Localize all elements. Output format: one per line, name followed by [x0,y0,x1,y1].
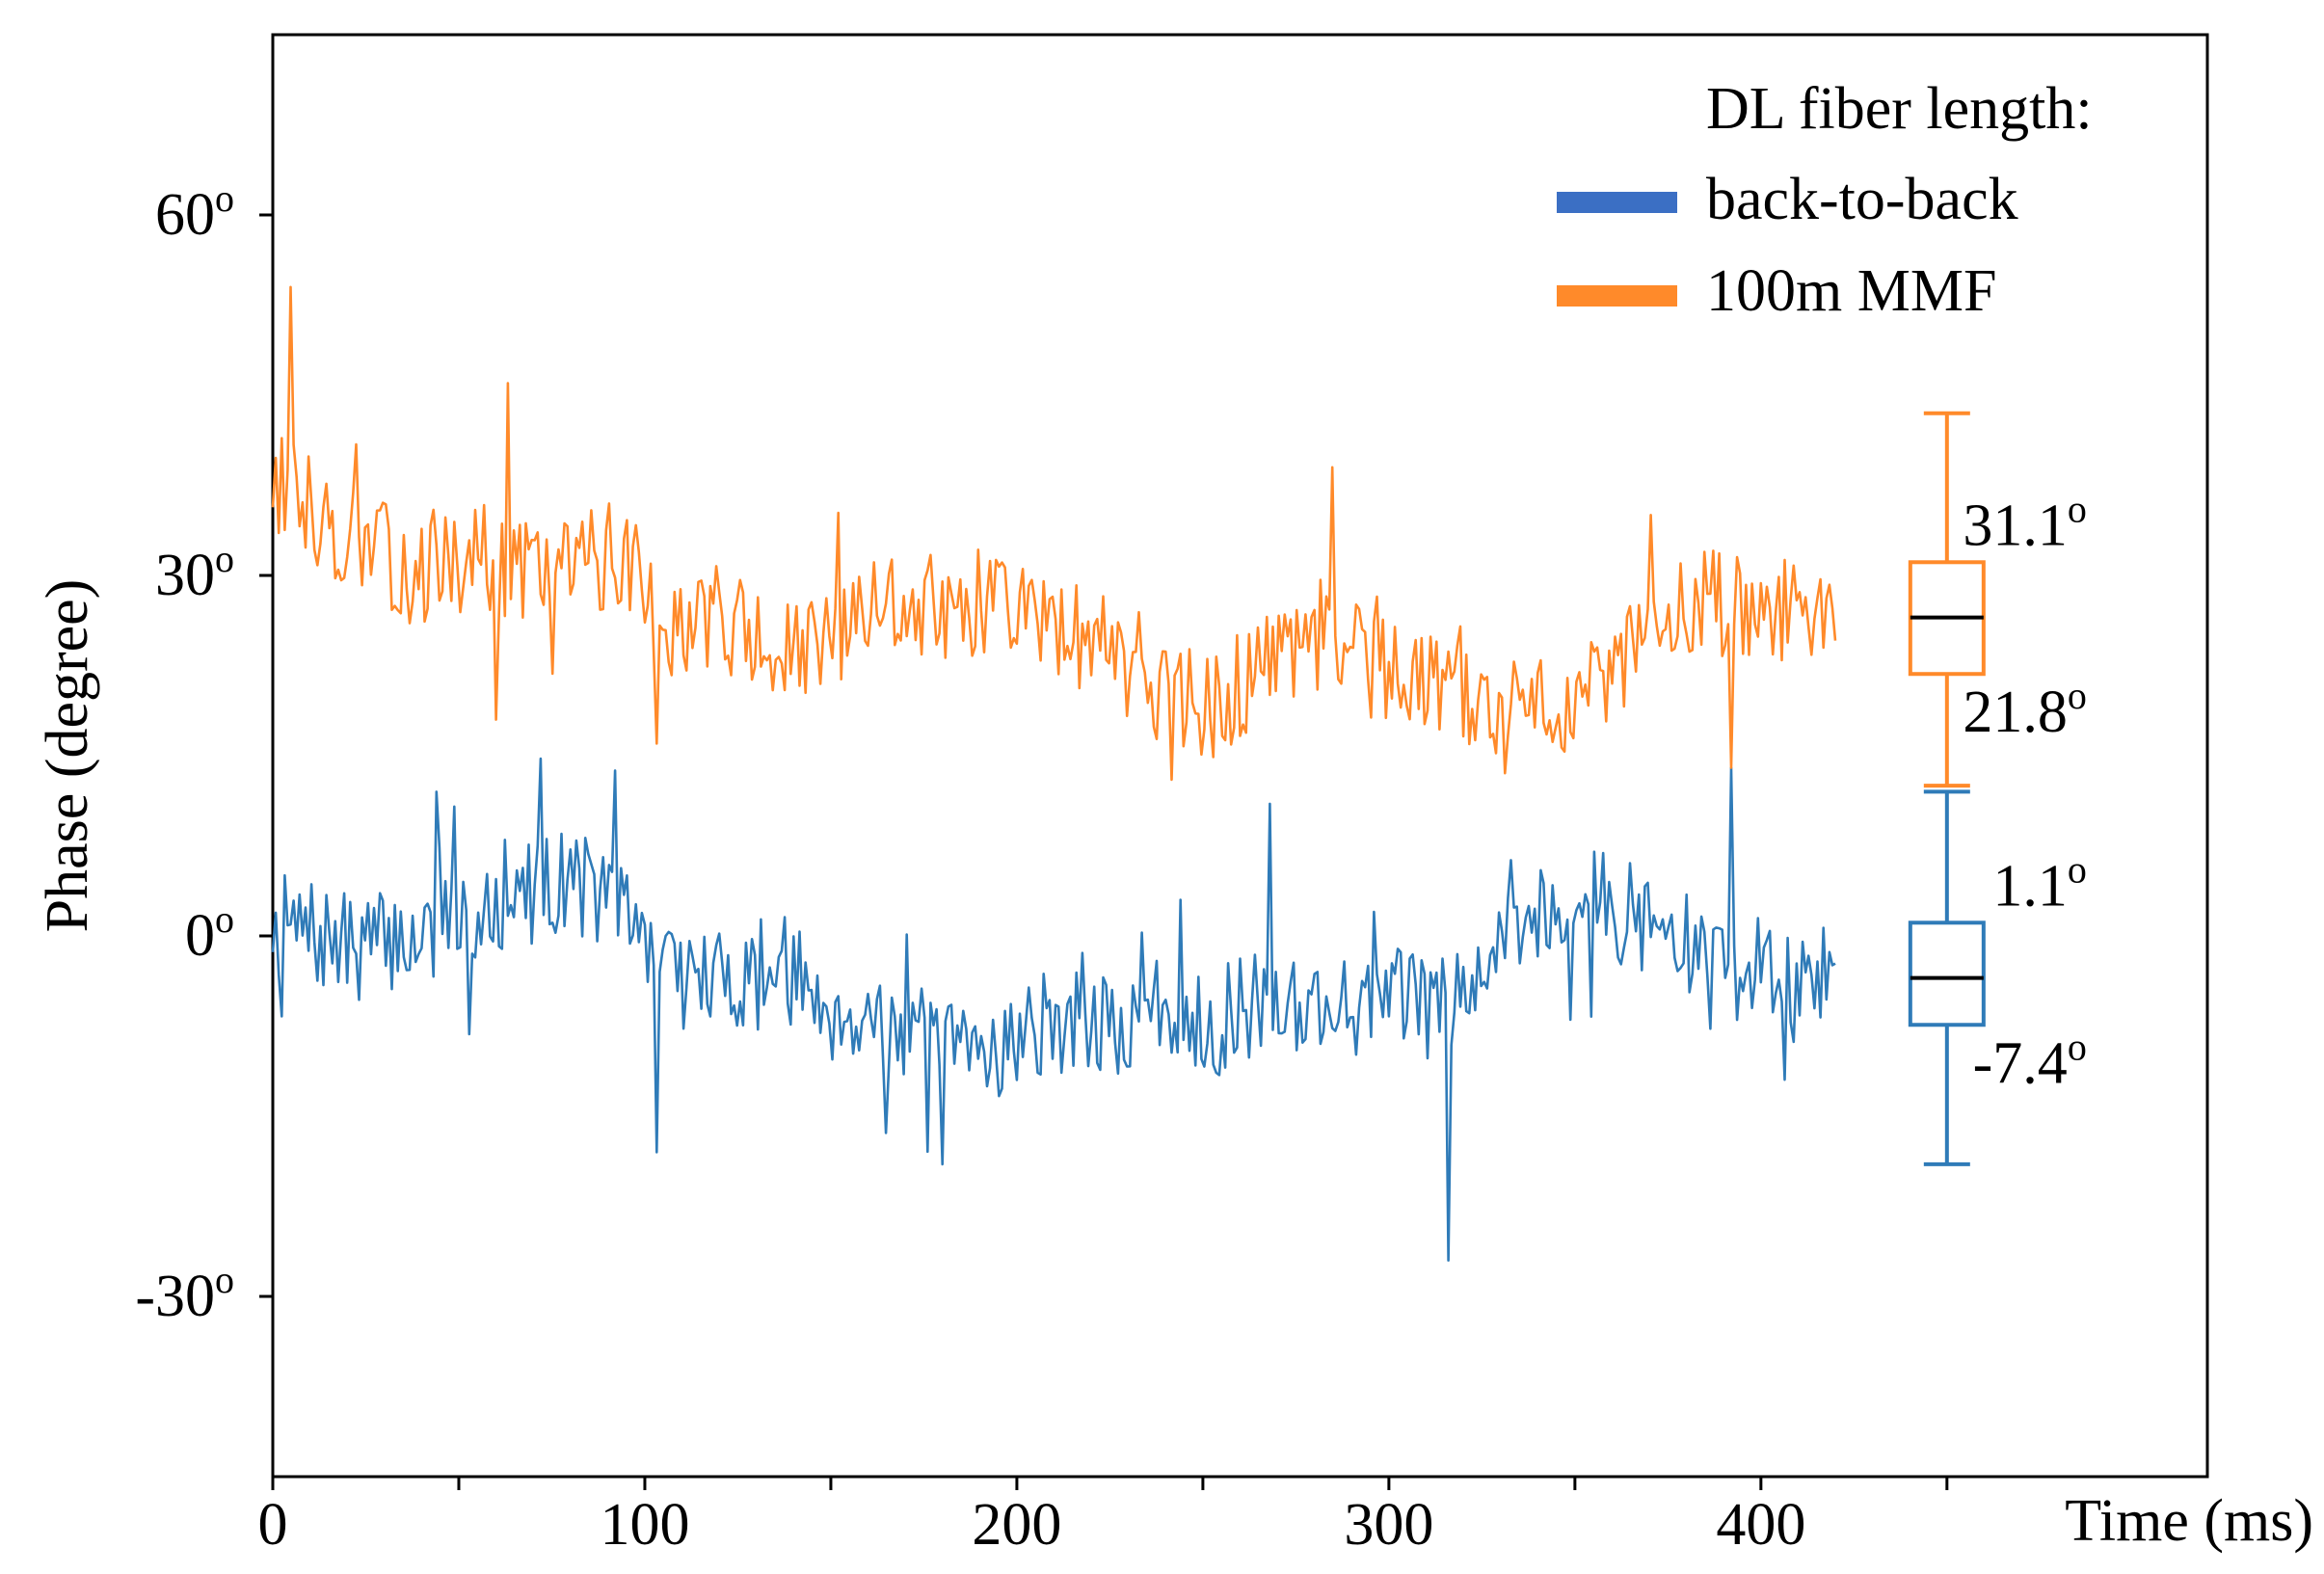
legend-swatch-back-to-back [1557,192,1677,213]
boxplot-100m-mmf: 31.1o 21.8o [1908,411,2087,788]
legend-swatch-100m-mmf [1557,285,1677,307]
x-tick-label: 100 [600,1492,689,1558]
legend-label-back-to-back: back-to-back [1706,167,2018,232]
boxplot-layer: 31.1o 21.8o 1.1o -7.4o [1908,411,2087,1166]
y-tick-label: 30o [155,537,234,608]
y-tick-label: 60o [155,176,234,248]
x-axis: 0 100 200 300 400 [258,1477,1949,1558]
legend-label-100m-mmf: 100m MMF [1706,258,1996,324]
y-tick-label: 0o [185,897,234,969]
boxplot-back-to-back: 1.1o -7.4o [1908,789,2087,1166]
y-axis: -30o 0o 30o 60o [135,176,273,1329]
q1-label: -7.4o [1973,1025,2087,1096]
iqr-box [1908,920,1986,1027]
legend-title: DL fiber length: [1706,76,2093,142]
x-tick-label: 300 [1344,1492,1433,1558]
plot-frame [271,33,2209,1479]
x-tick-label: 0 [258,1492,288,1558]
x-axis-title: Time (ms) [2065,1488,2313,1554]
series-line-100m-mmf [271,285,1837,782]
y-tick-label: -30o [135,1258,234,1329]
x-tick-label: 400 [1716,1492,1805,1558]
series-layer [271,285,1837,1262]
x-tick-label: 200 [972,1492,1061,1558]
y-axis-title: Phase (degree) [35,579,100,933]
legend: DL fiber length: back-to-back 100m MMF [1557,76,2093,324]
q3-label: 1.1o [1992,847,2087,919]
series-line-back-to-back [271,757,1836,1262]
q3-label: 31.1o [1963,487,2087,558]
q1-label: 21.8o [1963,674,2087,745]
